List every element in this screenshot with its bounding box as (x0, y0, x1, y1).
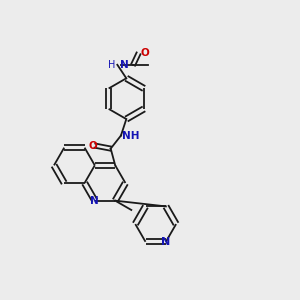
Text: NH: NH (122, 131, 140, 141)
Text: H: H (108, 60, 115, 70)
Text: N: N (161, 237, 170, 247)
Text: O: O (141, 48, 150, 59)
Text: N: N (90, 196, 99, 206)
Text: N: N (120, 60, 128, 70)
Text: O: O (88, 141, 97, 151)
